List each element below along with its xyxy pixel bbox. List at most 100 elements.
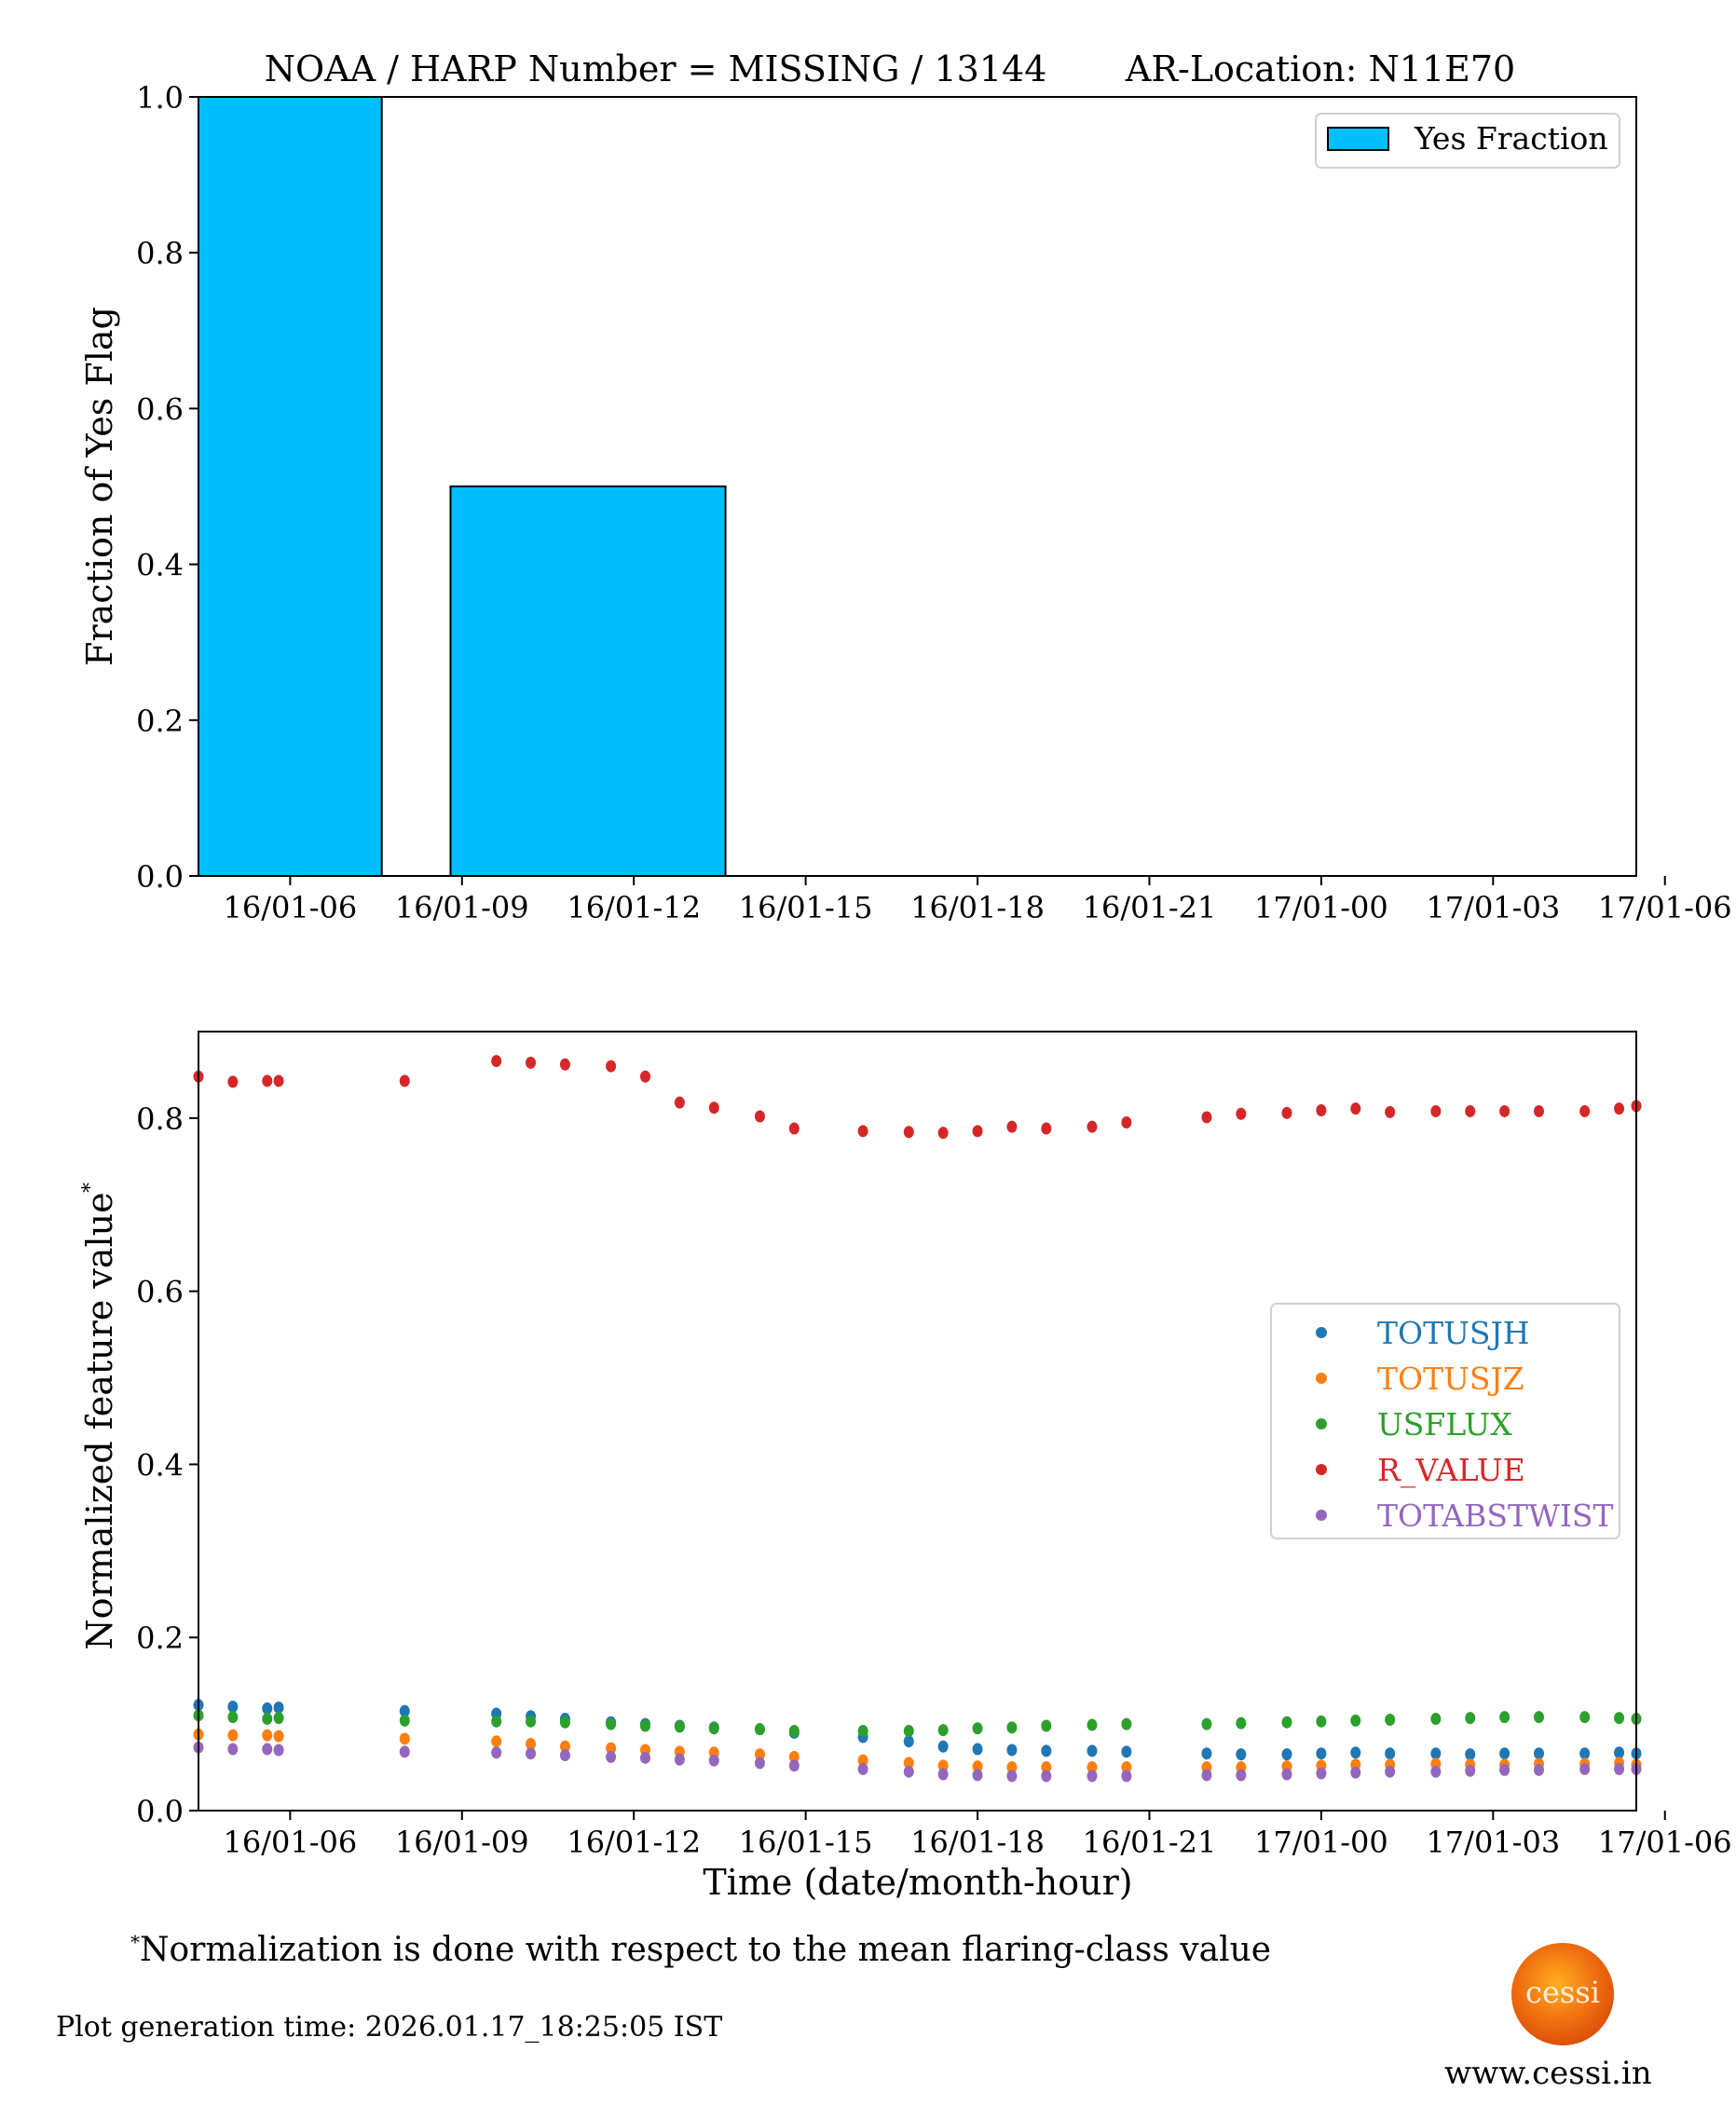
point-totabstwist (1614, 1762, 1625, 1775)
point-totabstwist (1316, 1767, 1327, 1780)
point-usflux (1385, 1713, 1396, 1726)
bottom-y-axis-label: Normalized feature value (79, 1192, 120, 1649)
point-totabstwist (1201, 1769, 1212, 1782)
point-usflux (606, 1717, 617, 1730)
point-totusjh (1350, 1746, 1361, 1759)
point-totusjh (1614, 1746, 1625, 1759)
point-totusjh (273, 1701, 284, 1714)
point-r_value (606, 1060, 617, 1073)
point-r_value (708, 1101, 719, 1115)
point-totusjh (1201, 1747, 1212, 1760)
bottom-x-tick-label: 16/01-18 (910, 1825, 1045, 1860)
point-totabstwist (1385, 1765, 1396, 1778)
point-usflux (639, 1719, 650, 1732)
point-totusjh (903, 1735, 914, 1748)
footnote: *Normalization is done with respect to t… (130, 1931, 1271, 1969)
point-totabstwist (491, 1746, 502, 1759)
point-r_value (1236, 1107, 1247, 1120)
legend-label-totabstwist: TOTABSTWIST (1377, 1497, 1614, 1534)
bottom-x-tick-label: 17/01-06 (1598, 1825, 1732, 1860)
legend-marker-totusjz (1316, 1373, 1327, 1384)
point-totusjh (1499, 1747, 1510, 1760)
point-r_value (639, 1070, 650, 1083)
point-totusjh (1006, 1744, 1018, 1757)
bottom-y-tick-label: 0.0 (136, 1794, 184, 1829)
point-usflux (937, 1724, 949, 1737)
point-totusjh (1316, 1747, 1327, 1760)
point-usflux (526, 1715, 537, 1728)
point-r_value (1316, 1104, 1327, 1117)
point-r_value (1350, 1102, 1361, 1115)
point-usflux (1533, 1711, 1544, 1724)
bar-0 (198, 96, 383, 877)
footnote-text: Normalization is done with respect to th… (140, 1931, 1272, 1969)
point-totusjh (1465, 1748, 1476, 1761)
point-totabstwist (526, 1747, 537, 1760)
point-totabstwist (1121, 1770, 1132, 1783)
cessi-sun-logo: cessi (1511, 1943, 1614, 2045)
point-totusjz (526, 1737, 537, 1750)
point-usflux (227, 1711, 239, 1724)
point-totabstwist (1281, 1768, 1292, 1781)
point-r_value (1614, 1102, 1625, 1115)
point-totusjh (937, 1740, 949, 1753)
legend-marker-totabstwist (1316, 1510, 1327, 1521)
point-usflux (754, 1723, 765, 1736)
point-totusjh (399, 1704, 410, 1717)
point-totabstwist (903, 1765, 914, 1778)
point-r_value (1385, 1105, 1396, 1118)
top-x-tick-label: 17/01-03 (1426, 890, 1560, 925)
point-r_value (1087, 1120, 1098, 1133)
point-totusjz (273, 1730, 284, 1743)
logo-text: cessi (1525, 1975, 1600, 2010)
point-totusjz (1121, 1761, 1132, 1774)
point-usflux (1499, 1711, 1510, 1724)
point-totusjz (903, 1757, 914, 1770)
point-totusjh (1385, 1747, 1396, 1760)
top-legend-swatch (1327, 127, 1389, 151)
footnote-mark: * (130, 1931, 140, 1953)
chart-title: NOAA / HARP Number = MISSING / 13144 AR-… (265, 48, 1515, 89)
legend-label-totusjh: TOTUSJH (1377, 1315, 1530, 1351)
point-usflux (1121, 1717, 1132, 1730)
top-x-tick-label: 16/01-15 (739, 890, 873, 925)
point-totusjz (227, 1729, 239, 1742)
point-totabstwist (1041, 1770, 1052, 1783)
point-r_value (937, 1127, 949, 1140)
point-totusjz (262, 1729, 273, 1742)
series-totusjz (193, 1728, 1642, 1774)
point-usflux (1614, 1712, 1625, 1725)
top-x-tick-label: 16/01-06 (223, 890, 357, 925)
point-totabstwist (972, 1769, 983, 1782)
point-totabstwist (227, 1743, 239, 1756)
point-r_value (1006, 1120, 1018, 1133)
top-legend: Yes Fraction (1315, 113, 1620, 169)
point-usflux (708, 1722, 719, 1735)
top-axes-frame (198, 96, 1637, 877)
top-y-ticks: 0.0 0.2 0.4 0.6 0.8 1.0 (136, 80, 198, 895)
point-usflux (1201, 1717, 1212, 1730)
point-totabstwist (1236, 1769, 1247, 1782)
point-totabstwist (273, 1744, 284, 1757)
point-totusjh (972, 1743, 983, 1756)
point-totabstwist (1430, 1765, 1442, 1778)
point-totabstwist (1087, 1770, 1098, 1783)
point-r_value (526, 1056, 537, 1069)
bottom-y-ticks: 0.0 0.2 0.4 0.6 0.8 (136, 1101, 198, 1829)
bar-group (198, 96, 727, 877)
point-usflux (262, 1713, 273, 1726)
top-legend-label: Yes Fraction (1414, 120, 1608, 157)
point-totusjz (1006, 1761, 1018, 1774)
point-totabstwist (262, 1743, 273, 1756)
point-r_value (1201, 1111, 1212, 1124)
point-r_value (1579, 1104, 1591, 1117)
bottom-x-tick-label: 16/01-12 (567, 1825, 701, 1860)
point-totusjh (1121, 1745, 1132, 1758)
bottom-x-tick-label: 16/01-15 (739, 1825, 873, 1860)
website-link[interactable]: www.cessi.in (1444, 2055, 1652, 2092)
top-y-tick-label: 0.6 (136, 391, 184, 427)
legend-marker-usflux (1316, 1418, 1327, 1429)
series-totabstwist (193, 1741, 1642, 1783)
point-r_value (1430, 1104, 1442, 1117)
